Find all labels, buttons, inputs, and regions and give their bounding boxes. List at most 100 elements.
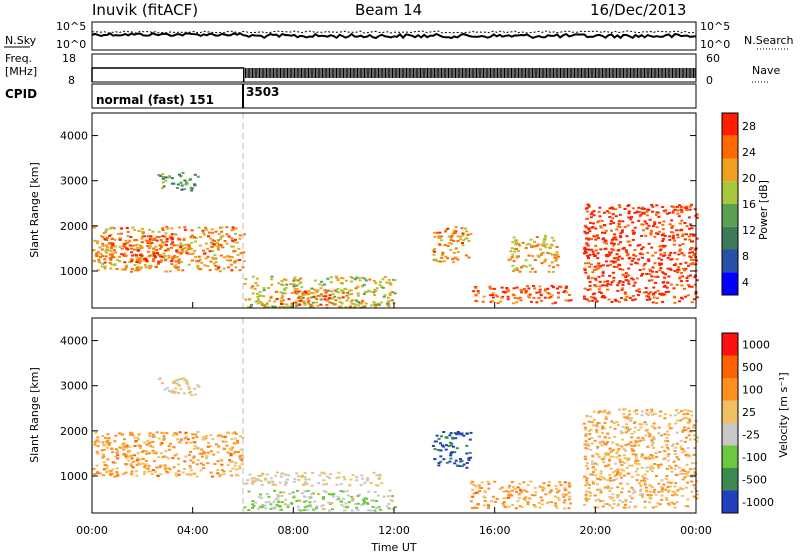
heatmap-cell — [533, 494, 537, 497]
heatmap-cell — [185, 181, 189, 184]
heatmap-cell — [228, 259, 232, 262]
heatmap-cell — [168, 235, 172, 238]
heatmap-cell — [303, 290, 307, 293]
heatmap-cell — [152, 433, 155, 436]
heatmap-cell — [652, 286, 656, 289]
heatmap-cell — [606, 288, 610, 291]
heatmap-cell — [563, 507, 567, 510]
heatmap-cell — [316, 294, 320, 297]
heatmap-cell — [116, 474, 120, 477]
heatmap-cell — [680, 211, 684, 214]
heatmap-cell — [109, 469, 113, 472]
heatmap-cell — [686, 275, 690, 278]
heatmap-cell — [215, 268, 219, 271]
heatmap-cell — [145, 451, 149, 454]
heatmap-cell — [217, 248, 220, 251]
heatmap-cell — [564, 299, 568, 302]
heatmap-cell — [589, 428, 593, 431]
heatmap-cell — [589, 296, 593, 299]
heatmap-cell — [251, 500, 255, 503]
heatmap-cell — [685, 453, 689, 456]
heatmap-cell — [529, 300, 533, 303]
heatmap-cell — [267, 482, 271, 485]
heatmap-cell — [611, 455, 615, 458]
heatmap-cell — [648, 435, 652, 438]
heatmap-cell — [296, 290, 300, 293]
heatmap-cell — [619, 476, 623, 479]
heatmap-cell — [277, 282, 281, 285]
heatmap-cell — [650, 408, 654, 411]
heatmap-cell — [172, 380, 176, 383]
heatmap-cell — [184, 431, 188, 434]
heatmap-cell — [449, 454, 453, 457]
heatmap-cell — [664, 273, 668, 276]
heatmap-cell — [681, 275, 685, 278]
heatmap-cell — [125, 446, 129, 449]
heatmap-cell — [528, 264, 532, 267]
heatmap-cell — [673, 208, 677, 211]
heatmap-cell — [375, 304, 379, 307]
heatmap-cell — [197, 226, 201, 229]
heatmap-cell — [204, 226, 208, 229]
heatmap-cell — [230, 237, 234, 240]
heatmap-cell — [443, 244, 447, 247]
heatmap-cell — [209, 450, 213, 453]
heatmap-cell — [543, 260, 547, 263]
heatmap-cell — [667, 275, 671, 278]
heatmap-cell — [143, 258, 147, 260]
heatmap-cell — [605, 284, 609, 287]
heatmap-cell — [507, 259, 511, 262]
heatmap-cell — [666, 491, 670, 493]
heatmap-cell — [303, 495, 307, 498]
heatmap-cell — [685, 463, 689, 466]
heatmap-cell — [656, 289, 660, 292]
heatmap-cell — [592, 466, 595, 469]
heatmap-cell — [588, 230, 592, 233]
heatmap-cell — [691, 251, 694, 254]
heatmap-cell — [256, 507, 260, 510]
heatmap-cell — [371, 499, 375, 502]
heatmap-cell — [618, 458, 622, 461]
heatmap-cell — [608, 447, 612, 450]
heatmap-cell — [372, 471, 376, 474]
heatmap-cell — [147, 264, 151, 267]
heatmap-cell — [368, 278, 372, 281]
heatmap-cell — [583, 484, 587, 487]
heatmap-cell — [184, 243, 188, 246]
heatmap-cell — [518, 482, 522, 485]
heatmap-cell — [562, 501, 566, 504]
heatmap-cell — [373, 294, 377, 297]
heatmap-cell — [247, 306, 250, 309]
heatmap-cell — [445, 461, 449, 464]
heatmap-cell — [262, 287, 266, 290]
heatmap-cell — [645, 477, 649, 480]
heatmap-cell — [102, 468, 106, 471]
heatmap-cell — [659, 410, 663, 413]
heatmap-cell — [103, 436, 107, 439]
heatmap-cell — [652, 436, 656, 439]
heatmap-cell — [582, 252, 586, 255]
heatmap-cell — [687, 417, 691, 420]
heatmap-cell — [143, 235, 147, 238]
heatmap-cell — [655, 455, 659, 458]
heatmap-cell — [318, 283, 322, 286]
heatmap-cell — [118, 238, 122, 241]
heatmap-cell — [690, 227, 694, 230]
heatmap-cell — [501, 290, 505, 293]
heatmap-cell — [617, 503, 620, 506]
heatmap-cell — [467, 240, 471, 242]
heatmap-cell — [506, 295, 510, 298]
heatmap-cell — [123, 261, 127, 264]
heatmap-cell — [690, 203, 694, 206]
heatmap-cell — [92, 260, 96, 263]
heatmap-cell — [150, 237, 154, 240]
heatmap-cell — [442, 260, 446, 263]
heatmap-cell — [309, 306, 312, 309]
heatmap-cell — [621, 501, 625, 504]
heatmap-cell — [258, 496, 262, 499]
heatmap-cell — [163, 466, 167, 469]
heatmap-cell — [691, 263, 695, 266]
heatmap-cell — [293, 287, 297, 290]
heatmap-cell — [365, 501, 369, 504]
heatmap-cell — [625, 466, 629, 469]
